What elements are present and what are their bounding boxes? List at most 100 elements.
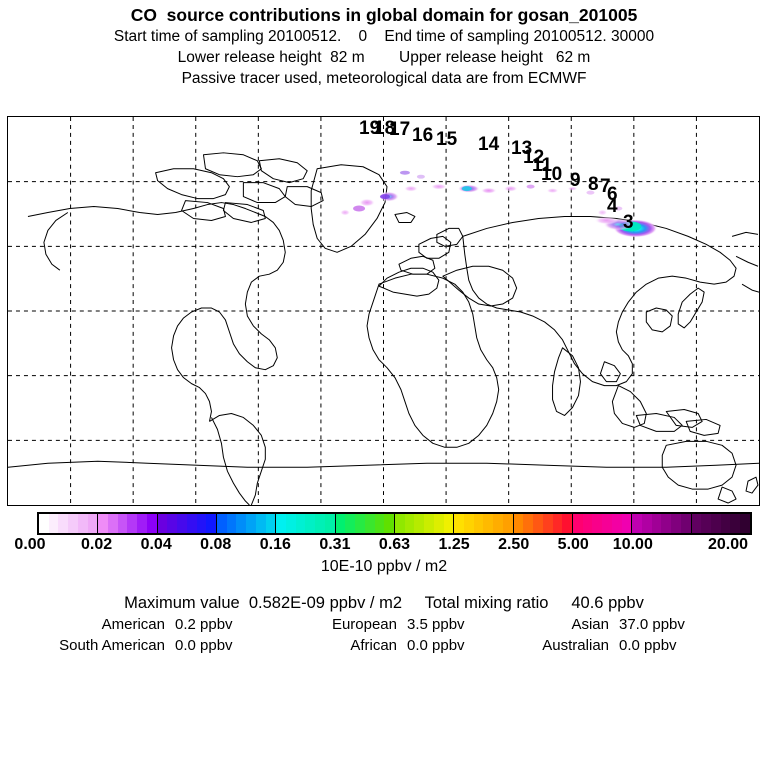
trajectory-label-10: 10 bbox=[541, 164, 563, 185]
tracer-method-line: Passive tracer used, meteorological data… bbox=[181, 70, 587, 87]
region-value-american: 0.2 ppbv bbox=[175, 616, 233, 633]
colorbar-step bbox=[255, 514, 266, 533]
colorbar-step bbox=[454, 514, 465, 533]
region-label-european: European bbox=[331, 616, 397, 633]
colorbar-step bbox=[582, 514, 593, 533]
colorbar-step bbox=[661, 514, 672, 533]
colorbar-step bbox=[345, 514, 356, 533]
region-value-asian: 37.0 ppbv bbox=[619, 616, 685, 633]
colorbar-step bbox=[680, 514, 691, 533]
colorbar-step bbox=[384, 514, 394, 533]
colorbar-tick-9: 5.00 bbox=[557, 536, 589, 553]
colorbar-step bbox=[542, 514, 553, 533]
colorbar-segment-5 bbox=[335, 514, 395, 533]
colorbar-tick-4: 0.16 bbox=[259, 536, 291, 553]
statistics-panel: Maximum value 0.582E-09 ppbv / m2 Total … bbox=[0, 592, 768, 656]
colorbar-step bbox=[632, 514, 642, 533]
colorbar-step bbox=[404, 514, 415, 533]
colorbar-step bbox=[39, 514, 49, 533]
global-map-panel: 19 18 17 16 15 14 13 12 11 10 9 8 7 6 4 … bbox=[7, 116, 760, 506]
colorbar-tick-3: 0.08 bbox=[200, 536, 232, 553]
region-label-asian: Asian bbox=[571, 616, 609, 633]
colorbar-step bbox=[433, 514, 444, 533]
spacer-2 bbox=[493, 614, 517, 635]
colorbar-step bbox=[108, 514, 118, 533]
trajectory-label-19: 19 bbox=[359, 118, 381, 139]
trajectory-label-4: 4 bbox=[607, 196, 618, 217]
trajectory-label-9: 9 bbox=[570, 170, 581, 191]
colorbar-step bbox=[335, 514, 346, 533]
colorbar-step bbox=[552, 514, 563, 533]
colorbar-step bbox=[394, 514, 405, 533]
colorbar-tick-0: 0.00 bbox=[14, 536, 46, 553]
trajectory-label-15: 15 bbox=[436, 129, 458, 150]
colorbar-segment-2 bbox=[157, 514, 217, 533]
colorbar-step bbox=[137, 514, 147, 533]
colorbar-step bbox=[305, 514, 316, 533]
colorbar-segment-11 bbox=[691, 514, 750, 533]
colorbar-step bbox=[68, 514, 78, 533]
region-value-african: 0.0 ppbv bbox=[407, 637, 465, 654]
colorbar-step bbox=[186, 514, 197, 533]
colorbar-tick-8: 2.50 bbox=[498, 536, 530, 553]
colorbar-step bbox=[167, 514, 178, 533]
colorbar-step bbox=[572, 514, 583, 533]
colorbar-step bbox=[513, 514, 524, 533]
chart-header: CO source contributions in global domain… bbox=[0, 0, 768, 89]
colorbar-step bbox=[651, 514, 662, 533]
region-contributions-grid: American 0.2 ppbv European 3.5 ppbv Asia… bbox=[0, 614, 768, 656]
colorbar-step bbox=[77, 514, 88, 533]
colorbar-step bbox=[364, 514, 375, 533]
colorbar-step bbox=[592, 514, 603, 533]
colorbar-step bbox=[276, 514, 287, 533]
concentration-plumes bbox=[340, 170, 658, 238]
colorbar-step bbox=[295, 514, 306, 533]
region-label-african: African bbox=[350, 637, 397, 654]
colorbar-segment-8 bbox=[513, 514, 573, 533]
colorbar-segment-0 bbox=[39, 514, 99, 533]
colorbar-step bbox=[502, 514, 513, 533]
colorbar-tick-6: 0.63 bbox=[378, 536, 411, 553]
colorbar-step bbox=[473, 514, 484, 533]
colorbar-step bbox=[642, 514, 652, 533]
colorbar-step bbox=[621, 514, 632, 533]
sampling-time-line: Start time of sampling 20100512. 0 End t… bbox=[113, 28, 655, 45]
colorbar-segment-9 bbox=[572, 514, 633, 533]
trajectory-label-14: 14 bbox=[478, 134, 500, 155]
colorbar-step bbox=[611, 514, 622, 533]
page-title: CO source contributions in global domain… bbox=[130, 5, 638, 25]
colorbar-step bbox=[355, 514, 365, 533]
colorbar-step bbox=[424, 514, 434, 533]
colorbar-step bbox=[701, 514, 712, 533]
colorbar-segment-7 bbox=[454, 514, 514, 533]
colorbar-step bbox=[246, 514, 256, 533]
region-value-european: 3.5 ppbv bbox=[407, 616, 465, 633]
colorbar-step bbox=[414, 514, 425, 533]
region-label-american: American bbox=[101, 616, 165, 633]
colorbar-step bbox=[324, 514, 335, 533]
trajectory-label-8: 8 bbox=[588, 174, 599, 195]
colorbar-step bbox=[374, 514, 385, 533]
trajectory-label-11: 11 bbox=[532, 155, 553, 176]
colorbar-step bbox=[523, 514, 534, 533]
colorbar-unit-label: 10E-10 ppbv / m2 bbox=[320, 558, 448, 575]
colorbar-step bbox=[315, 514, 325, 533]
trajectory-label-12: 12 bbox=[523, 147, 545, 168]
colorbar-step bbox=[562, 514, 572, 533]
map-graticule bbox=[8, 117, 759, 505]
colorbar-tick-1: 0.02 bbox=[81, 536, 113, 553]
colorbar-step bbox=[720, 514, 731, 533]
colorbar-segment-1 bbox=[98, 514, 158, 533]
colorbar-step bbox=[157, 514, 168, 533]
release-height-line: Lower release height 82 m Upper release … bbox=[177, 49, 591, 66]
region-label-south-american: South American bbox=[59, 637, 165, 654]
colorbar-step bbox=[286, 514, 296, 533]
colorbar bbox=[37, 512, 752, 535]
region-value-south-american: 0.0 ppbv bbox=[175, 637, 233, 654]
colorbar-step bbox=[671, 514, 681, 533]
colorbar-step bbox=[58, 514, 69, 533]
coastlines bbox=[8, 152, 759, 505]
colorbar-step bbox=[493, 514, 503, 533]
colorbar-step bbox=[127, 514, 138, 533]
colorbar-segment-6 bbox=[394, 514, 455, 533]
